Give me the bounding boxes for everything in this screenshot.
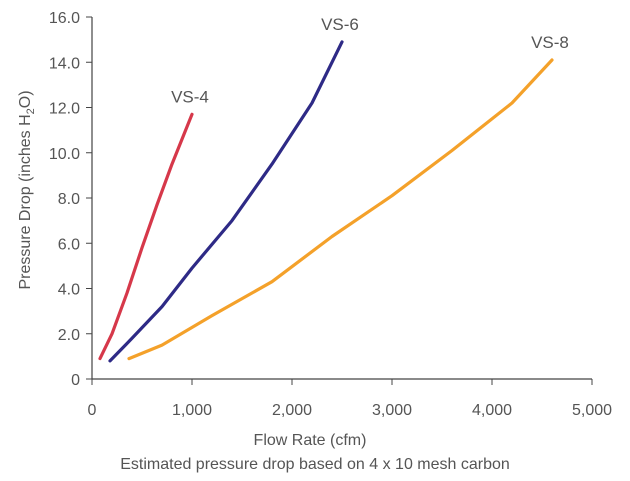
x-axis-title: Flow Rate (cfm) [253, 432, 367, 449]
series-line-vs-4 [98, 112, 194, 361]
x-tick-label: 4,000 [472, 402, 512, 419]
y-tick-label: 16.0 [49, 10, 80, 27]
series-line-vs-8 [127, 58, 554, 361]
x-tick-label: 1,000 [172, 402, 212, 419]
y-tick-label: 10.0 [49, 146, 80, 163]
y-tick-label: 14.0 [49, 55, 80, 72]
series-labels: VS-4 VS-6 VS-8 [171, 15, 569, 106]
y-tick-label: 8.0 [58, 191, 80, 208]
series-line-vs-6 [108, 40, 344, 363]
series-label-vs-8: VS-8 [531, 33, 569, 52]
x-tick-label: 3,000 [372, 402, 412, 419]
y-tick-label: 6.0 [58, 236, 80, 253]
axes [91, 17, 592, 380]
series-label-vs-6: VS-6 [321, 15, 359, 34]
y-axis-title: Pressure Drop (inches H2O) [17, 90, 37, 289]
y-tick-label: 12.0 [49, 101, 80, 118]
y-tick-label: 2.0 [58, 327, 80, 344]
series-label-vs-4: VS-4 [171, 87, 209, 106]
x-tick-label: 5,000 [572, 402, 612, 419]
x-tick-label: 2,000 [272, 402, 312, 419]
chart-caption: Estimated pressure drop based on 4 x 10 … [120, 456, 510, 473]
y-tick-label: 0 [71, 372, 80, 389]
series-lines [98, 40, 554, 363]
y-tick-label: 4.0 [58, 282, 80, 299]
y-ticks: 0 2.0 4.0 6.0 8.0 10.0 12.0 14.0 16.0 [49, 10, 92, 389]
x-tick-label: 0 [88, 402, 97, 419]
x-ticks: 0 1,000 2,000 3,000 4,000 5,000 [88, 379, 612, 419]
